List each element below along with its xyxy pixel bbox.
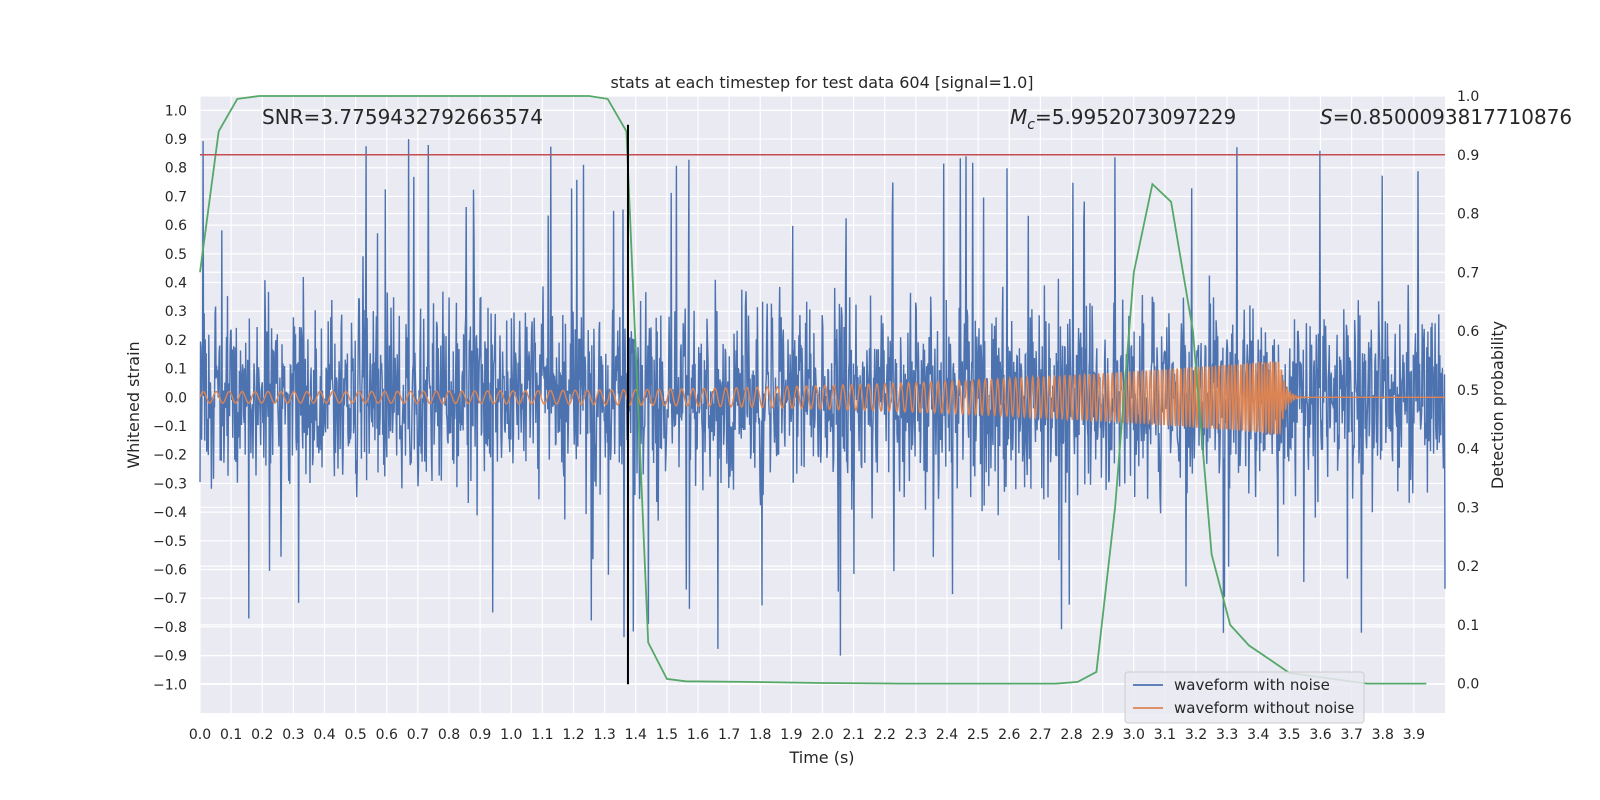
x-tick-label: 1.6 xyxy=(687,727,709,743)
x-tick-label: 0.8 xyxy=(438,727,460,743)
x-tick-label: 1.0 xyxy=(500,727,522,743)
chirp-mass-annotation: Mc=5.9952073097229 xyxy=(1010,105,1236,133)
left-tick-label: −0.2 xyxy=(153,448,187,464)
left-tick-label: −0.6 xyxy=(153,563,187,579)
x-tick-label: 3.4 xyxy=(1247,727,1269,743)
left-tick-label: 0.8 xyxy=(165,161,187,177)
x-tick-label: 0.4 xyxy=(313,727,335,743)
x-tick-label: 3.5 xyxy=(1278,727,1300,743)
x-tick-label: 2.1 xyxy=(842,727,864,743)
x-tick-label: 3.6 xyxy=(1309,727,1331,743)
left-tick-label: −0.5 xyxy=(153,534,187,550)
left-tick-label: −0.8 xyxy=(153,620,187,636)
x-axis-label: Time (s) xyxy=(788,748,854,767)
x-tick-label: 1.1 xyxy=(531,727,553,743)
reference-lines xyxy=(200,124,1445,685)
left-tick-label: −0.1 xyxy=(153,419,187,435)
left-tick-label: 0.9 xyxy=(165,132,187,148)
probability-series-layer xyxy=(199,95,1427,685)
x-tick-label: 1.3 xyxy=(593,727,615,743)
x-tick-label: 0.1 xyxy=(220,727,242,743)
x-tick-label: 1.7 xyxy=(718,727,740,743)
right-tick-label: 0.6 xyxy=(1457,324,1479,340)
x-tick-labels: 0.0 0.1 0.2 0.3 0.4 0.5 0.6 0.7 0.8 0.9 1.0 1.1 1.2 1… xyxy=(189,727,1425,743)
snr-annotation: SNR=3.7759432792663574 xyxy=(262,105,543,129)
x-tick-label: 3.2 xyxy=(1185,727,1207,743)
x-tick-label: 1.8 xyxy=(749,727,771,743)
right-tick-label: 0.0 xyxy=(1457,677,1479,693)
spin-symbol: S xyxy=(1320,105,1333,129)
left-tick-label: 0.3 xyxy=(165,304,187,320)
x-tick-label: 2.2 xyxy=(874,727,896,743)
chirp-mass-symbol: M xyxy=(1010,105,1027,129)
right-tick-label: 0.1 xyxy=(1457,618,1479,634)
left-tick-label: 0.0 xyxy=(165,390,187,406)
spin-value: =0.8500093817710876 xyxy=(1333,105,1572,129)
left-tick-labels: 1.0 0.9 0.8 0.7 0.6 0.5 0.4 0.3 0.2 0.1 0.0 −0.1 −0.… xyxy=(153,103,187,693)
legend: waveform with noise waveform without noi… xyxy=(1124,671,1365,724)
x-tick-label: 3.7 xyxy=(1340,727,1362,743)
x-tick-label: 3.8 xyxy=(1372,727,1394,743)
x-tick-label: 2.5 xyxy=(967,727,989,743)
x-tick-label: 3.9 xyxy=(1403,727,1425,743)
x-tick-label: 2.9 xyxy=(1091,727,1113,743)
x-tick-label: 2.7 xyxy=(1029,727,1051,743)
x-tick-label: 2.0 xyxy=(811,727,833,743)
left-tick-label: 1.0 xyxy=(165,103,187,119)
right-tick-label: 0.2 xyxy=(1457,559,1479,575)
x-tick-label: 3.0 xyxy=(1123,727,1145,743)
x-tick-label: 0.2 xyxy=(251,727,273,743)
x-tick-label: 2.4 xyxy=(936,727,958,743)
right-tick-label: 0.7 xyxy=(1457,265,1479,281)
right-tick-label: 0.3 xyxy=(1457,500,1479,516)
left-tick-label: −1.0 xyxy=(153,677,187,693)
chirp-mass-subscript: c xyxy=(1027,117,1035,133)
right-tick-label: 1.0 xyxy=(1457,89,1479,105)
legend-box xyxy=(1124,671,1365,724)
x-tick-label: 1.4 xyxy=(625,727,647,743)
left-tick-label: −0.4 xyxy=(153,505,187,521)
left-tick-label: 0.6 xyxy=(165,218,187,234)
series-line-probability xyxy=(199,95,1427,685)
x-tick-label: 2.8 xyxy=(1060,727,1082,743)
left-axis-label: Whitened strain xyxy=(124,341,143,468)
x-tick-label: 0.5 xyxy=(344,727,366,743)
right-tick-label: 0.9 xyxy=(1457,148,1479,164)
x-tick-label: 0.3 xyxy=(282,727,304,743)
x-tick-label: 0.6 xyxy=(376,727,398,743)
right-axis-label: Detection probability xyxy=(1488,321,1507,489)
x-tick-label: 3.1 xyxy=(1154,727,1176,743)
chart-title: stats at each timestep for test data 604… xyxy=(610,73,1033,92)
legend-label-clean: waveform without noise xyxy=(1174,699,1354,717)
spin-annotation: S=0.8500093817710876 xyxy=(1320,105,1572,129)
right-tick-label: 0.4 xyxy=(1457,442,1479,458)
x-tick-label: 2.6 xyxy=(998,727,1020,743)
left-tick-label: 0.1 xyxy=(165,362,187,378)
left-tick-label: 0.5 xyxy=(165,247,187,263)
right-tick-labels: 1.0 0.9 0.8 0.7 0.6 0.5 0.4 0.3 0.2 0.1 0.0 xyxy=(1457,89,1479,693)
left-tick-label: −0.3 xyxy=(153,476,187,492)
left-tick-label: 0.4 xyxy=(165,276,187,292)
x-tick-label: 0.9 xyxy=(469,727,491,743)
chirp-series-layer xyxy=(199,361,1445,435)
x-tick-label: 3.3 xyxy=(1216,727,1238,743)
chirp-mass-value: =5.9952073097229 xyxy=(1035,105,1236,129)
left-tick-label: −0.9 xyxy=(153,649,187,665)
series-line-clean xyxy=(199,361,1445,435)
right-tick-label: 0.5 xyxy=(1457,383,1479,399)
x-tick-label: 1.9 xyxy=(780,727,802,743)
x-tick-label: 2.3 xyxy=(905,727,927,743)
x-tick-label: 0.7 xyxy=(407,727,429,743)
right-tick-label: 0.8 xyxy=(1457,207,1479,223)
x-tick-label: 1.2 xyxy=(562,727,584,743)
left-tick-label: 0.7 xyxy=(165,189,187,205)
left-tick-label: −0.7 xyxy=(153,591,187,607)
x-tick-label: 0.0 xyxy=(189,727,211,743)
left-tick-label: 0.2 xyxy=(165,333,187,349)
x-tick-label: 1.5 xyxy=(656,727,678,743)
legend-label-noise: waveform with noise xyxy=(1174,676,1330,694)
